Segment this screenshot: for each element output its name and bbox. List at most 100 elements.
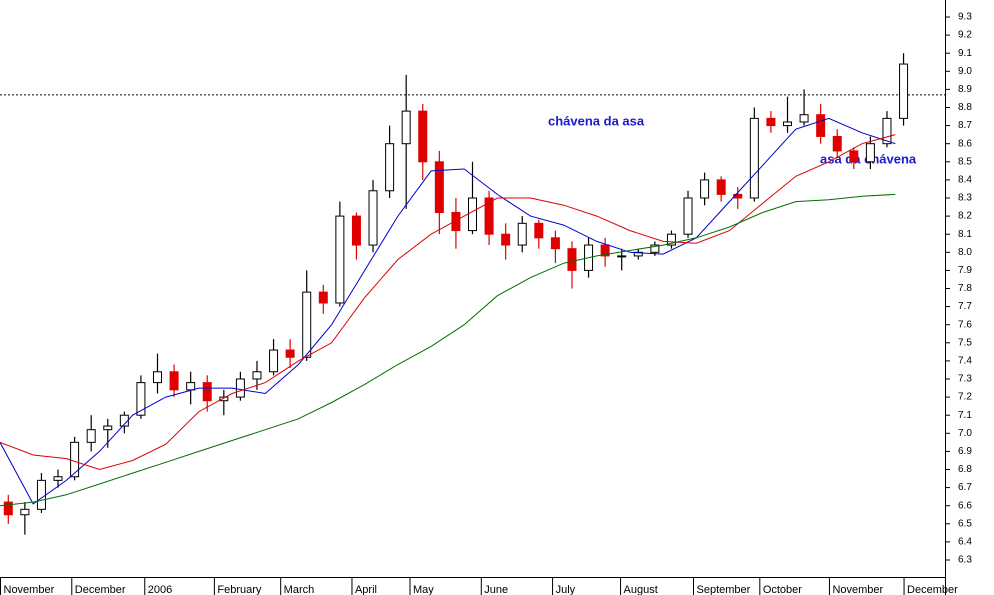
candle-body <box>36 479 46 510</box>
moving-average-line <box>0 134 896 471</box>
candle-body <box>235 378 245 398</box>
candle-body <box>368 190 378 246</box>
y-tick-label: 8.3 <box>958 193 972 204</box>
candle-body <box>783 121 792 127</box>
candle-body <box>3 501 13 516</box>
y-tick-label: 7.3 <box>958 374 972 385</box>
annotation: chávena da asa <box>548 113 645 128</box>
candle-body <box>401 110 411 145</box>
candle-body <box>285 349 295 358</box>
x-tick-label: November <box>832 584 883 595</box>
candle-body <box>650 244 660 253</box>
x-tick-label: December <box>75 584 126 595</box>
x-tick-label: April <box>355 584 377 595</box>
x-tick-label: July <box>556 584 576 595</box>
y-tick-label: 7.9 <box>958 265 972 276</box>
candle-body <box>153 371 162 384</box>
candle-body <box>186 382 196 391</box>
candle-body <box>20 508 30 516</box>
y-tick-label: 6.5 <box>958 518 972 529</box>
candle-body <box>832 135 842 152</box>
candle-body <box>501 233 511 246</box>
candle-body <box>666 233 676 246</box>
y-tick-label: 6.9 <box>958 446 972 457</box>
candle-body <box>517 222 527 246</box>
candle-body <box>534 222 544 239</box>
x-tick-label: November <box>4 584 55 595</box>
candle-body <box>219 396 229 402</box>
candle-body <box>418 110 428 163</box>
x-tick-label: June <box>484 584 508 595</box>
candle-body <box>53 476 63 481</box>
candle-body <box>749 117 759 199</box>
y-tick-label: 6.6 <box>958 500 972 511</box>
candle-body <box>119 414 129 427</box>
y-tick-label: 8.7 <box>958 120 972 131</box>
candle-body <box>617 255 627 258</box>
y-tick-label: 7.7 <box>958 301 972 312</box>
y-tick-label: 7.8 <box>958 283 972 294</box>
candle-body <box>169 371 179 391</box>
candle-body <box>550 237 560 250</box>
x-tick-label: 2006 <box>148 584 172 595</box>
y-tick-label: 9.3 <box>958 12 972 23</box>
candle-body <box>136 382 146 416</box>
candle-body <box>716 179 726 195</box>
candle-body <box>865 143 875 163</box>
candle-body <box>318 291 328 304</box>
y-tick-label: 9.2 <box>958 30 972 41</box>
x-tick-label: September <box>697 584 751 595</box>
y-tick-label: 7.6 <box>958 319 972 330</box>
candle-body <box>70 441 80 478</box>
candle-body <box>683 197 693 235</box>
y-tick-label: 6.7 <box>958 482 972 493</box>
candle-body <box>799 114 809 123</box>
candle-body <box>252 371 262 380</box>
x-tick-label: February <box>217 584 262 595</box>
y-tick-label: 8.5 <box>958 156 972 167</box>
y-tick-label: 7.4 <box>958 356 972 367</box>
candle-body <box>86 429 96 443</box>
candle-body <box>103 425 113 431</box>
x-tick-label: October <box>763 584 802 595</box>
y-tick-label: 7.5 <box>958 337 972 348</box>
x-tick-label: March <box>284 584 315 595</box>
candle-body <box>567 248 577 271</box>
y-tick-label: 6.3 <box>958 555 972 566</box>
y-tick-label: 6.8 <box>958 464 972 475</box>
y-tick-label: 9.1 <box>958 48 972 59</box>
y-tick-label: 8.0 <box>958 247 972 258</box>
y-tick-label: 7.2 <box>958 392 972 403</box>
candle-body <box>385 143 395 192</box>
candle-body <box>600 244 610 257</box>
x-tick-label: December <box>907 584 958 595</box>
y-tick-label: 8.4 <box>958 175 972 186</box>
candle-body <box>899 63 909 119</box>
x-tick-label: May <box>413 584 434 595</box>
candle-body <box>849 150 859 163</box>
y-tick-label: 8.6 <box>958 138 972 149</box>
y-tick-label: 6.4 <box>958 537 972 548</box>
candle-body <box>269 349 279 373</box>
y-tick-label: 8.1 <box>958 229 972 240</box>
y-tick-label: 7.1 <box>958 410 972 421</box>
candle-body <box>451 211 461 232</box>
y-tick-label: 9.0 <box>958 66 972 77</box>
x-tick-label: August <box>624 584 658 595</box>
moving-average-line <box>0 193 896 507</box>
candle-body <box>484 197 494 235</box>
candle-body <box>202 382 212 402</box>
candle-body <box>468 197 477 232</box>
candle-body <box>700 179 710 199</box>
y-tick-label: 8.8 <box>958 102 972 113</box>
y-tick-label: 8.9 <box>958 84 972 95</box>
candle-body <box>733 193 743 199</box>
candle-body <box>434 161 444 213</box>
moving-average-line <box>0 117 896 505</box>
candle-body <box>351 215 361 246</box>
candle-body <box>335 215 345 304</box>
candle-body <box>816 114 826 137</box>
candle-body <box>882 117 892 145</box>
